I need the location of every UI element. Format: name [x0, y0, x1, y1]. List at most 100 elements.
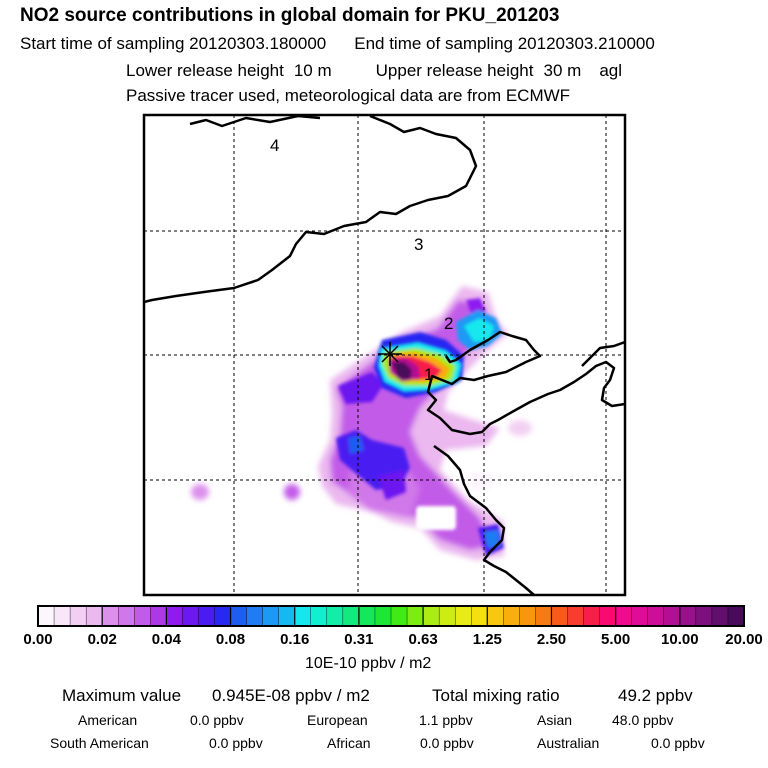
- colorbar-cell: [615, 605, 633, 627]
- colorbar-cell: [711, 605, 729, 627]
- colorbar-cell: [150, 605, 167, 627]
- colorbar-cell: [230, 605, 248, 627]
- colorbar-unit: 10E-10 ppbv / m2: [305, 655, 432, 672]
- colorbar-cell: [310, 605, 328, 627]
- colorbar-cell: [342, 605, 360, 627]
- colorbar-cell: [535, 605, 553, 627]
- colorbar-tick-label: 2.50: [536, 631, 567, 648]
- colorbar-cell: [599, 605, 617, 627]
- colorbar-cell: [214, 605, 232, 627]
- colorbar-tick-label: 0.31: [344, 631, 374, 648]
- colorbar-cell: [85, 605, 103, 627]
- colorbar-cell: [358, 605, 376, 627]
- colorbar-cell: [567, 605, 585, 627]
- region-value-european: 1.1 ppbv: [419, 712, 473, 728]
- start-time-value: 20120303.180000: [189, 34, 327, 53]
- receptor-marker: [378, 342, 402, 366]
- colorbar-cell: [182, 605, 200, 627]
- colorbar-cell: [134, 605, 151, 627]
- colorbar: [37, 605, 745, 627]
- region-name-african: African: [327, 735, 371, 751]
- total-mixing-value: 49.2 ppbv: [618, 686, 693, 705]
- colorbar-cell: [503, 605, 520, 627]
- release-heights-line: Lower release height 10 m Upper release he…: [126, 62, 622, 79]
- region-name-european: European: [307, 712, 368, 728]
- colorbar-cell: [583, 605, 601, 627]
- colorbar-cells: [37, 605, 745, 627]
- colorbar-cell: [647, 605, 665, 627]
- colorbar-cell: [519, 605, 537, 627]
- region-label-4: 4: [270, 136, 279, 155]
- colorbar-cell: [727, 605, 745, 627]
- colorbar-cell: [454, 605, 472, 627]
- colorbar-cell: [262, 605, 280, 627]
- colorbar-cell: [438, 605, 456, 627]
- max-value-label: Maximum value: [62, 686, 182, 705]
- map-panel: 4 3 2 1: [142, 113, 627, 597]
- tracer-note: Passive tracer used, meteorological data…: [126, 86, 571, 105]
- colorbar-tick-label: 0.63: [408, 631, 438, 648]
- lower-height-value: 10: [293, 61, 313, 80]
- plume-layer: [191, 286, 532, 560]
- region-label-3: 3: [414, 235, 423, 254]
- colorbar-cell: [631, 605, 649, 627]
- total-mixing-label: Total mixing ratio: [432, 686, 560, 705]
- region-name-south-american: South American: [50, 735, 149, 751]
- region-value-south-american: 0.0 ppbv: [209, 735, 263, 751]
- colorbar-tick-label: 20.00: [725, 631, 763, 648]
- plume-gaps: [416, 472, 492, 530]
- start-time-label: Start time of sampling: [20, 34, 185, 53]
- lower-height-unit: m: [317, 61, 332, 80]
- colorbar-cell: [422, 605, 440, 627]
- colorbar-cell: [101, 605, 119, 627]
- region-name-australian: Australian: [537, 735, 600, 751]
- region-value-african: 0.0 ppbv: [420, 735, 474, 751]
- upper-height-label: Upper release height: [375, 61, 534, 80]
- boundary-lines: [144, 115, 625, 595]
- colorbar-tick-label: 0.02: [87, 631, 117, 648]
- colorbar-cell: [37, 605, 55, 627]
- region-name-asian: Asian: [537, 712, 573, 728]
- end-time-label: End time of sampling: [354, 34, 513, 53]
- max-value: 0.945E-08 ppbv / m2: [212, 686, 370, 705]
- colorbar-cell: [166, 605, 184, 627]
- coastline: [426, 330, 625, 436]
- colorbar-cell: [406, 605, 424, 627]
- colorbar-cell: [487, 605, 504, 627]
- colorbar-tick-label: 0.16: [280, 631, 310, 648]
- chart-title: NO2 source contributions in global domai…: [20, 5, 560, 26]
- southern-coast: [433, 444, 535, 595]
- upper-height-unit: m: [567, 61, 582, 80]
- lower-height-label: Lower release height: [126, 61, 284, 80]
- colorbar-cell: [278, 605, 296, 627]
- colorbar-tick-label: 5.00: [600, 631, 631, 648]
- map-grid: [144, 115, 625, 595]
- upper-height-value: 30: [543, 61, 563, 80]
- colorbar-cell: [390, 605, 408, 627]
- colorbar-cell: [679, 605, 697, 627]
- colorbar-cell: [69, 605, 87, 627]
- colorbar-tick-label: 0.04: [151, 631, 181, 648]
- agl-label: agl: [599, 61, 622, 80]
- sampling-times-line: Start time of sampling 20120303.180000 En…: [20, 35, 655, 52]
- colorbar-cell: [246, 605, 264, 627]
- region-value-australian: 0.0 ppbv: [651, 735, 705, 751]
- map-frame: [142, 113, 627, 597]
- peninsula-coast: [581, 340, 625, 367]
- end-time-value: 20120303.210000: [517, 34, 655, 53]
- colorbar-tick-label: 0.00: [23, 631, 53, 648]
- colorbar-cell: [118, 605, 135, 627]
- region-value-asian: 48.0 ppbv: [612, 712, 674, 728]
- colorbar-cell: [374, 605, 392, 627]
- colorbar-cell: [663, 605, 681, 627]
- colorbar-cell: [695, 605, 713, 627]
- colorbar-cell: [551, 605, 569, 627]
- region-label-2: 2: [444, 314, 453, 333]
- colorbar-cell: [198, 605, 216, 627]
- colorbar-cell: [53, 605, 71, 627]
- colorbar-tick-label: 1.25: [472, 631, 502, 648]
- region-value-american: 0.0 ppbv: [190, 712, 244, 728]
- colorbar-tick-label: 10.00: [661, 631, 699, 648]
- country-border: [144, 115, 478, 304]
- colorbar-cell: [294, 605, 312, 627]
